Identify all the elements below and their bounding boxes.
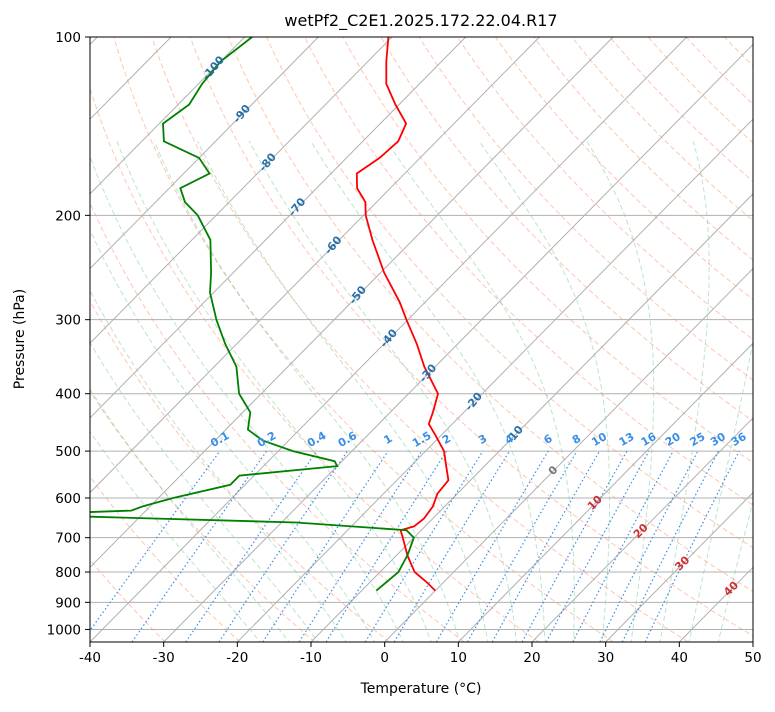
x-tick-label: 10: [450, 650, 467, 666]
x-tick-label: -30: [153, 650, 175, 666]
x-tick-label: 20: [523, 650, 540, 666]
x-tick-label: -20: [226, 650, 248, 666]
x-tick-label: 0: [380, 650, 389, 666]
y-tick-label: 300: [55, 313, 81, 329]
chart-title: wetPf2_C2E1.2025.172.22.04.R17: [284, 11, 557, 31]
y-tick-label: 900: [55, 595, 81, 611]
x-tick-label: 50: [744, 650, 761, 666]
y-tick-label: 200: [55, 208, 81, 224]
y-tick-label: 800: [55, 565, 81, 581]
y-tick-label: 1000: [47, 622, 81, 638]
y-tick-label: 500: [55, 444, 81, 460]
x-axis-label: Temperature (°C): [360, 681, 482, 697]
x-tick-label: 40: [671, 650, 688, 666]
x-tick-label: -10: [300, 650, 322, 666]
y-tick-label: 700: [55, 531, 81, 547]
x-tick-label: -40: [79, 650, 101, 666]
y-tick-label: 600: [55, 491, 81, 507]
y-tick-label: 400: [55, 387, 81, 403]
y-axis-label: Pressure (hPa): [12, 289, 28, 389]
x-tick-label: 30: [597, 650, 614, 666]
y-tick-label: 100: [55, 30, 81, 46]
